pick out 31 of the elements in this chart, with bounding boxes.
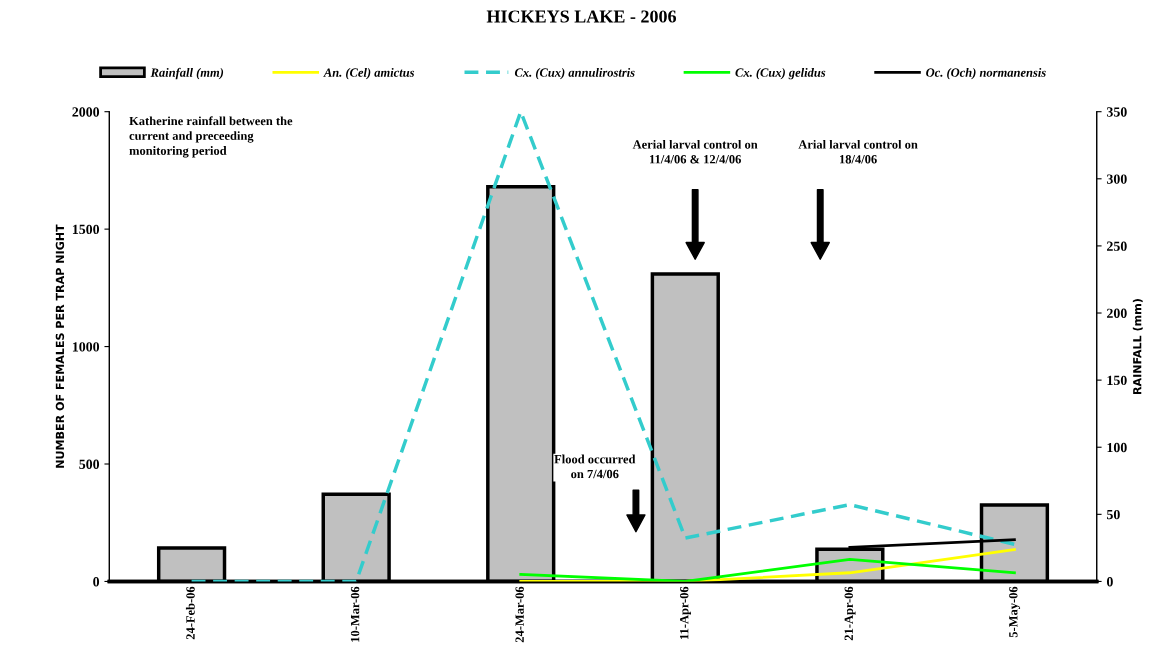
legend-label: Cx. (Cux) annulirostris xyxy=(514,67,635,80)
x-tick-label: 24-Mar-06 xyxy=(515,586,524,643)
y2-tick-label: 200 xyxy=(1107,308,1127,318)
y2-tick-label: 150 xyxy=(1107,375,1127,386)
y2-tick-label: 0 xyxy=(1106,577,1113,587)
y-tick-label: 1500 xyxy=(72,224,100,235)
legend-label: Cx. (Cux) gelidus xyxy=(735,67,826,80)
y2-tick-label: 250 xyxy=(1107,241,1127,251)
x-tick-label: 5-May-06 xyxy=(1009,586,1021,638)
annotation: Katherine rainfall between the current and preceeding monitoring period xyxy=(129,116,293,158)
legend-label: Rainfall (mm) xyxy=(150,67,224,80)
y2-tick-label: 50 xyxy=(1106,509,1120,520)
annotation: Arial larval control on 18/4/06 xyxy=(798,139,918,164)
legend-label: An. (Cel) amictus xyxy=(323,67,415,80)
y2-tick-label: 300 xyxy=(1106,174,1127,184)
annotation: Aerial larval control on 11/4/06 & 12/4/06 xyxy=(632,139,758,164)
annotation: Flood occurred on 7/4/06 xyxy=(554,454,636,479)
y-axis-title: NUMBER OF FEMALES PER TRAP NIGHT xyxy=(55,224,65,468)
x-tick-label: 10-Mar-06 xyxy=(350,586,360,642)
x-tick-label: 11-Apr-06 xyxy=(679,586,691,639)
y2-tick-label: 100 xyxy=(1107,442,1127,453)
y2-tick-label: 350 xyxy=(1106,107,1127,117)
y-tick-label: 0 xyxy=(93,577,100,587)
y-tick-label: 500 xyxy=(79,459,100,469)
x-tick-label: 24-Feb-06 xyxy=(185,586,195,640)
y-tick-label: 1000 xyxy=(72,342,100,352)
chart-title: HICKEYS LAKE - 2006 xyxy=(486,10,677,23)
y2-axis-title: RAINFALL (mm) xyxy=(1132,299,1143,394)
y-tick-label: 2000 xyxy=(72,107,100,117)
legend-label: Oc. (Och) normanensis xyxy=(926,67,1046,80)
x-tick-label: 21-Apr-06 xyxy=(844,586,856,641)
